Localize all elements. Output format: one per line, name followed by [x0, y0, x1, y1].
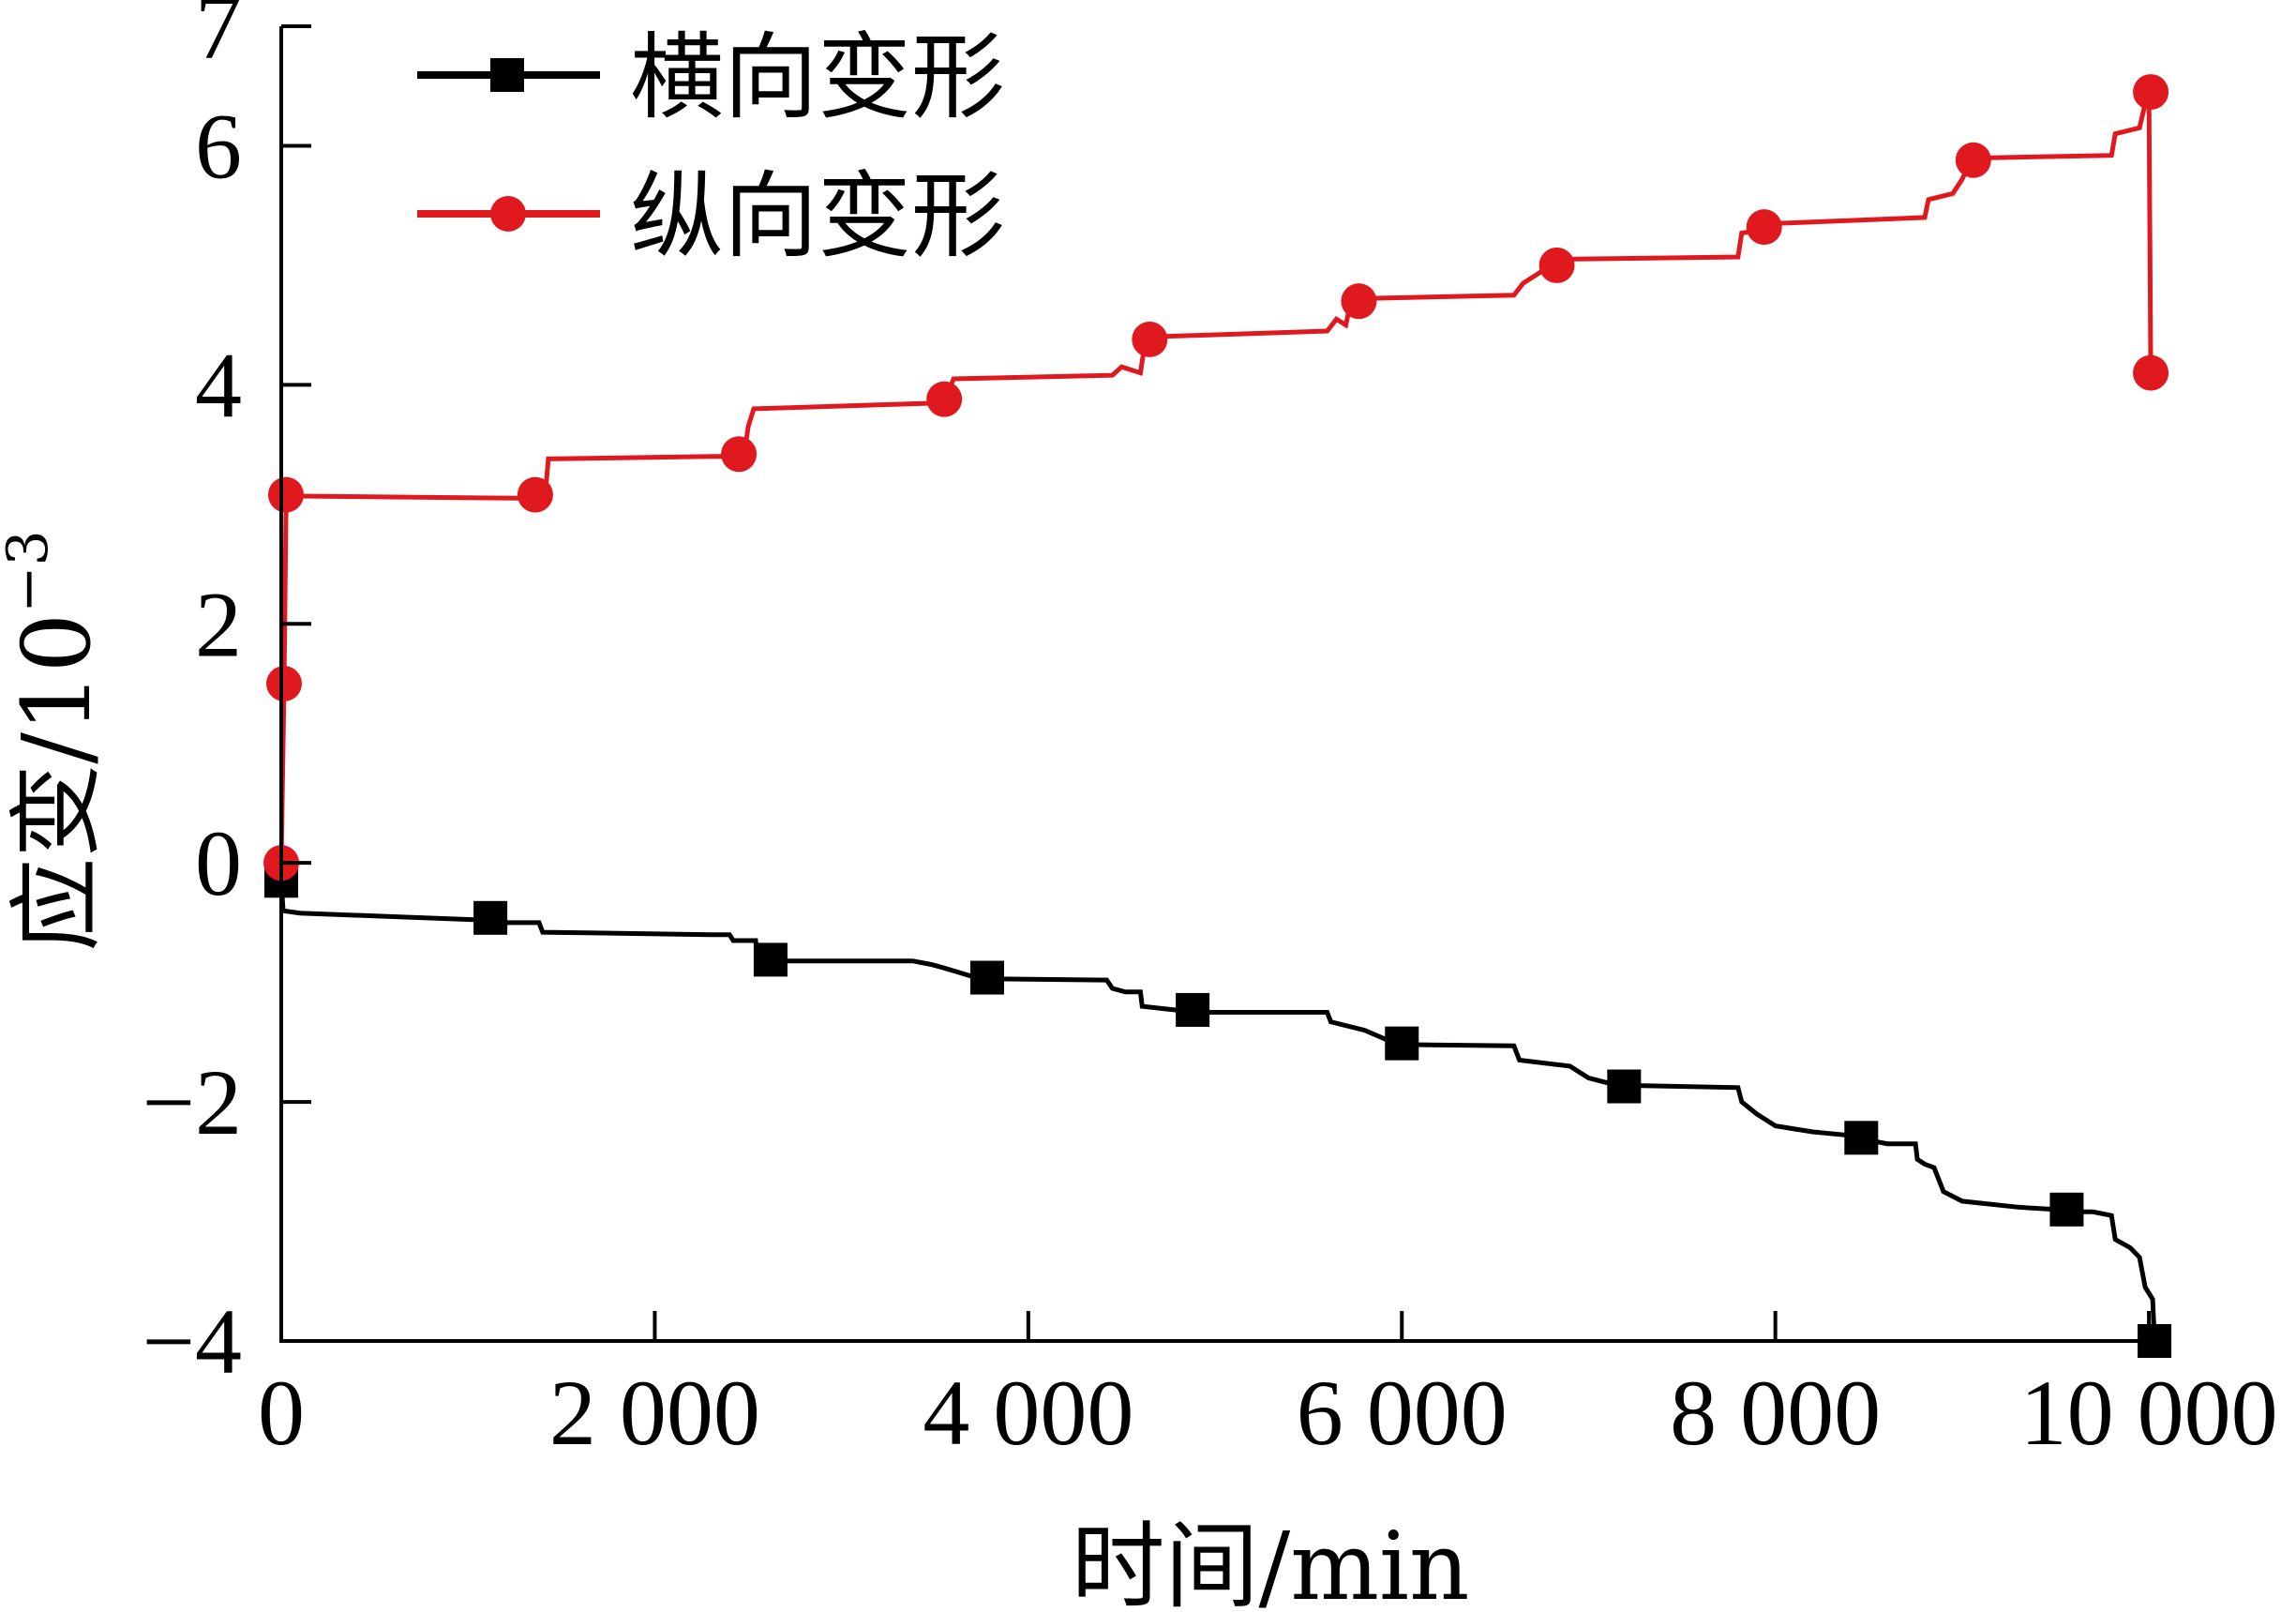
x-ticks: 0 2 000 4 000 6 000 8 000 10 000 [258, 1311, 2278, 1465]
data-point-circle [1955, 142, 1991, 178]
data-point-circle [265, 666, 302, 701]
y-axis-title-base: 应变/10 [2, 613, 112, 952]
plot-markers [263, 74, 2172, 1358]
data-point-circle [267, 476, 304, 513]
axes [279, 26, 2168, 1343]
legend-item-transverse: 横向变形 [417, 23, 1005, 132]
y-axis-title-exponent: −3 [0, 530, 61, 612]
data-point-square [1176, 992, 1210, 1027]
legend-label-transverse: 横向变形 [630, 23, 1005, 132]
data-point-square [1607, 1069, 1642, 1104]
y-tick-label: 4 [195, 333, 242, 437]
series-line-longitudinal [278, 91, 2153, 864]
data-point-circle [2133, 74, 2169, 111]
y-tick-label: −4 [143, 1289, 242, 1394]
x-tick-label: 8 000 [1670, 1361, 1881, 1465]
y-tick-label: 7 [195, 0, 242, 79]
data-point-circle [1132, 321, 1168, 357]
legend-item-longitudinal: 纵向变形 [417, 161, 1005, 271]
y-tick-label: −2 [143, 1050, 242, 1154]
data-point-circle [721, 436, 758, 473]
data-point-square [970, 960, 1005, 995]
data-point-circle [517, 476, 553, 513]
data-point-circle [1538, 247, 1575, 283]
data-point-circle [1746, 209, 1782, 246]
y-tick-label: 6 [195, 94, 242, 198]
x-tick-label: 6 000 [1297, 1361, 1508, 1465]
data-point-square [1844, 1121, 1879, 1155]
data-point-circle [2133, 354, 2169, 391]
y-ticks: −4 −2 0 2 4 6 7 [143, 0, 311, 1394]
legend: 横向变形 纵向变形 [417, 23, 1005, 271]
data-point-square [1385, 1026, 1419, 1061]
legend-marker-circle [490, 196, 526, 232]
x-tick-label: 2 000 [549, 1361, 760, 1465]
y-axis-title: 应变/10−3 [0, 530, 112, 951]
x-tick-label: 4 000 [923, 1361, 1133, 1465]
data-point-circle [926, 381, 963, 417]
series-line-transverse [278, 881, 2157, 1342]
data-point-circle [1341, 283, 1377, 320]
x-tick-label: 0 [258, 1361, 305, 1465]
data-point-square [753, 942, 788, 977]
y-tick-label: 0 [195, 811, 242, 915]
legend-label-longitudinal: 纵向变形 [630, 161, 1005, 271]
data-point-square [473, 900, 508, 935]
svg-text:应变/10−3: 应变/10−3 [0, 530, 112, 951]
data-point-square [2049, 1192, 2084, 1227]
x-axis-title: 时间/min [1072, 1512, 1470, 1612]
x-tick-label: 10 000 [2020, 1361, 2278, 1465]
y-tick-label: 2 [195, 572, 242, 676]
legend-marker-square [490, 58, 524, 92]
